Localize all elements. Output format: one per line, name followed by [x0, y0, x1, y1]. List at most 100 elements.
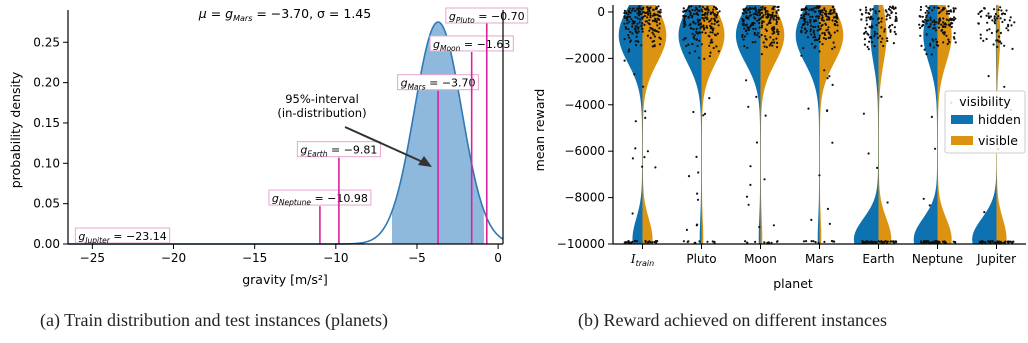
data-point: [646, 6, 649, 9]
data-point: [698, 31, 702, 34]
data-point: [919, 26, 922, 30]
data-point: [800, 30, 803, 33]
data-point: [758, 10, 761, 13]
data-point: [758, 26, 761, 29]
data-point: [818, 40, 821, 43]
data-point: [625, 16, 628, 19]
data-point: [646, 34, 650, 37]
data-point: [809, 30, 812, 33]
data-point: [823, 7, 826, 10]
data-point: [819, 10, 823, 13]
planet-label-mars: gMars = −3.70: [397, 74, 480, 92]
legend-title: visibility: [959, 94, 1011, 109]
data-point: [992, 43, 995, 46]
data-point: [698, 5, 701, 8]
data-point: [630, 9, 634, 12]
planet-label-pluto: gPluto = −0.70: [445, 7, 529, 25]
data-point: [944, 25, 947, 28]
data-point: [710, 22, 713, 25]
data-point: [979, 33, 982, 36]
annotation-arrow-head: [418, 156, 432, 167]
data-point: [922, 21, 926, 24]
data-point: [701, 31, 704, 34]
data-point: [631, 32, 634, 35]
data-point: [979, 15, 983, 18]
data-point: [756, 19, 759, 22]
data-point: [772, 18, 775, 21]
data-point: [758, 35, 761, 39]
data-point: [704, 16, 707, 19]
data-point: [991, 19, 994, 22]
data-point: [764, 28, 767, 31]
data-point: [922, 197, 925, 200]
data-point: [889, 16, 892, 19]
data-point: [754, 17, 757, 20]
data-point: [771, 11, 774, 14]
data-point: [998, 240, 1001, 243]
data-point: [691, 32, 694, 35]
data-point: [823, 69, 826, 72]
data-point: [993, 17, 996, 20]
data-point: [935, 41, 938, 44]
data-point: [776, 6, 779, 9]
data-point: [744, 240, 747, 243]
data-point: [826, 109, 829, 112]
data-point: [762, 20, 765, 23]
data-point: [769, 16, 772, 19]
violin-plot-area: [618, 5, 1016, 245]
data-point: [931, 241, 934, 244]
data-point: [770, 14, 773, 17]
data-point: [634, 9, 637, 12]
data-point: [926, 9, 929, 12]
data-point: [701, 10, 704, 13]
data-point: [806, 23, 809, 26]
data-point: [755, 141, 759, 144]
planet-label-text-mars: gMars = −3.70: [401, 77, 476, 92]
data-point: [994, 19, 997, 22]
violin-hidden-jupiter: [972, 5, 997, 244]
data-point: [870, 15, 873, 18]
data-point: [932, 27, 935, 30]
data-point: [699, 22, 703, 25]
data-point: [649, 6, 652, 9]
data-point: [865, 23, 869, 26]
data-point: [828, 31, 831, 34]
data-point: [945, 34, 948, 37]
data-point: [945, 18, 949, 21]
data-point: [775, 37, 778, 40]
data-point: [811, 15, 814, 18]
interval-annotation-line: (in-distribution): [277, 106, 366, 120]
data-point: [1013, 21, 1016, 24]
data-point: [696, 13, 700, 16]
data-point: [980, 9, 983, 13]
data-point: [939, 10, 942, 13]
data-point: [923, 48, 926, 51]
data-point: [1011, 241, 1014, 244]
data-point: [952, 19, 955, 22]
data-point: [742, 19, 745, 22]
data-point: [809, 28, 813, 31]
data-point: [777, 17, 780, 20]
data-point: [634, 43, 638, 47]
data-point: [867, 152, 870, 155]
data-point: [769, 18, 772, 21]
data-point: [655, 241, 658, 244]
data-point: [984, 241, 987, 244]
data-point: [863, 43, 867, 46]
data-point: [637, 30, 640, 33]
data-point: [988, 16, 991, 19]
data-point: [948, 41, 951, 44]
data-point: [649, 16, 652, 19]
data-point: [762, 41, 765, 44]
density-y-tick-label: 0.20: [33, 76, 60, 90]
data-point: [624, 27, 628, 30]
data-point: [919, 8, 922, 11]
data-point: [656, 24, 659, 27]
figure-canvas: μ = gMars = −3.70, σ = 1.45 gJupiter = −…: [8, 5, 1026, 291]
data-point: [1002, 12, 1005, 15]
data-point: [947, 38, 950, 41]
data-point: [807, 13, 810, 16]
data-point: [823, 8, 826, 12]
data-point: [822, 37, 826, 40]
data-point: [773, 27, 776, 31]
